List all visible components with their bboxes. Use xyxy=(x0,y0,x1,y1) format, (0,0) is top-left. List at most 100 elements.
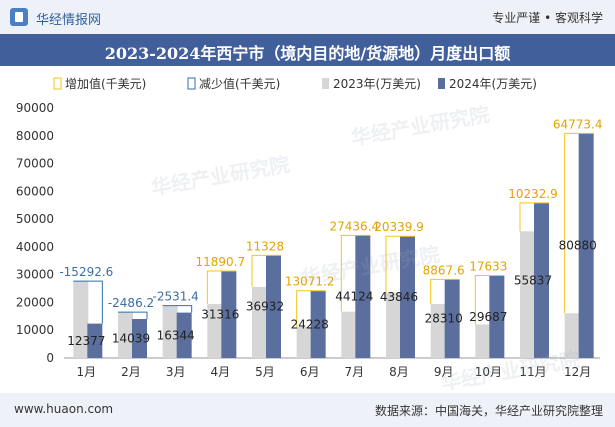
legend-swatch-increase xyxy=(53,77,62,90)
bar-2024 xyxy=(400,236,415,358)
value-label-2024: 14039 xyxy=(112,332,150,346)
change-label: -2486.2 xyxy=(108,296,154,310)
value-label-2024: 24228 xyxy=(291,317,329,331)
change-bracket xyxy=(118,311,148,320)
bar-2023 xyxy=(475,324,491,358)
change-bracket xyxy=(162,305,193,313)
value-label-2024: 28310 xyxy=(425,312,463,326)
bar-2024 xyxy=(489,275,505,358)
y-tick-label: 0 xyxy=(46,351,54,365)
bar-2023 xyxy=(73,281,89,358)
change-label: 11890.7 xyxy=(196,255,246,269)
change-label: 27436.4 xyxy=(330,219,380,233)
change-label: 17633 xyxy=(469,260,507,274)
y-tick-label: 50000 xyxy=(16,212,54,226)
change-bracket xyxy=(296,290,326,328)
x-tick-label: 11月 xyxy=(519,365,546,379)
bar-2023 xyxy=(520,231,535,358)
bar-2024 xyxy=(266,255,281,358)
bar-2023 xyxy=(162,305,178,358)
title-bar: 2023-2024年西宁市（境内目的地/货源地）月度出口额 xyxy=(0,34,615,66)
change-bracket xyxy=(385,235,415,293)
x-tick-label: 10月 xyxy=(475,365,502,379)
change-label: 13071.2 xyxy=(285,275,335,289)
value-label-2024: 16344 xyxy=(157,328,195,342)
change-label: -15292.6 xyxy=(59,265,113,279)
logo-icon xyxy=(10,8,28,26)
bar-2023 xyxy=(252,286,267,358)
x-tick-label: 2月 xyxy=(121,365,141,379)
value-label-2024: 36932 xyxy=(246,300,284,314)
value-label-2024: 12377 xyxy=(67,334,105,348)
header-bar: 华经情报网 专业严谨 • 客观科学 xyxy=(0,0,615,34)
change-label: 11328 xyxy=(246,239,284,253)
bar-2023 xyxy=(341,311,357,358)
x-tick-label: 4月 xyxy=(211,365,231,379)
value-label-2024: 31316 xyxy=(201,308,239,322)
change-bracket xyxy=(251,254,281,287)
y-tick-label: 60000 xyxy=(16,184,54,198)
legend-label: 2023年(万美元) xyxy=(333,77,421,91)
bar-2024 xyxy=(578,133,594,358)
bar-2023 xyxy=(564,313,580,358)
footer-url[interactable]: www.huaon.com xyxy=(14,402,114,416)
legend-label: 2024年(万美元) xyxy=(449,77,537,91)
change-bracket xyxy=(206,270,237,305)
chart: 增加值(千美元) 减少值(千美元) 2023年(万美元) 2024年(万美元) 0 100… xyxy=(16,76,603,379)
value-label-2024: 80880 xyxy=(559,239,597,253)
change-label: 20339.9 xyxy=(374,220,424,234)
x-tick-label: 6月 xyxy=(300,365,320,379)
bar-2024 xyxy=(87,323,103,358)
change-label: -2531.4 xyxy=(153,290,199,304)
y-tick-label: 20000 xyxy=(16,295,54,309)
bar-2024 xyxy=(221,271,237,358)
value-label-2024: 43846 xyxy=(380,290,418,304)
bar-2024 xyxy=(355,235,371,358)
x-tick-label: 1月 xyxy=(77,365,97,379)
change-label: 64773.4 xyxy=(553,117,603,131)
site-name: 华经情报网 xyxy=(36,13,102,28)
legend-swatch-decrease xyxy=(187,77,196,90)
footer-source: 数据来源：中国海关，华经产业研究院整理 xyxy=(374,404,603,418)
value-label-2024: 44124 xyxy=(335,290,373,304)
bar-2024 xyxy=(176,312,192,358)
y-tick-label: 90000 xyxy=(16,101,54,115)
y-tick-label: 40000 xyxy=(16,240,54,254)
change-bracket xyxy=(73,280,103,324)
bar-2024 xyxy=(534,202,549,358)
change-label: 8867.6 xyxy=(423,263,465,277)
y-tick-label: 70000 xyxy=(16,157,54,171)
y-tick-label: 30000 xyxy=(16,268,54,282)
bar-2023 xyxy=(296,327,312,358)
bar-2023 xyxy=(207,304,223,358)
change-bracket xyxy=(519,202,549,232)
bar-2023 xyxy=(386,292,401,358)
legend-label: 减少值(千美元) xyxy=(199,76,280,91)
bar-2023 xyxy=(118,312,133,358)
change-bracket xyxy=(430,278,460,304)
change-bracket xyxy=(474,275,505,325)
legend-swatch-2024 xyxy=(438,78,445,89)
change-bracket xyxy=(340,234,371,312)
change-bracket xyxy=(564,132,594,314)
x-tick-label: 12月 xyxy=(564,365,591,379)
value-label-2024: 29687 xyxy=(469,310,507,324)
tagline: 专业严谨 • 客观科学 xyxy=(492,11,603,25)
y-tick-label: 80000 xyxy=(16,129,54,143)
bar-2024 xyxy=(444,279,460,358)
legend-label: 增加值(千美元) xyxy=(65,76,146,91)
chart-title: 2023-2024年西宁市（境内目的地/货源地）月度出口额 xyxy=(104,44,511,63)
y-tick-label: 10000 xyxy=(16,323,54,337)
x-tick-label: 7月 xyxy=(345,365,365,379)
x-tick-label: 8月 xyxy=(389,365,409,379)
bar-2024 xyxy=(132,319,147,358)
x-tick-label: 5月 xyxy=(255,365,275,379)
x-tick-label: 3月 xyxy=(166,365,186,379)
change-label: 10232.9 xyxy=(508,187,558,201)
x-tick-label: 9月 xyxy=(434,365,454,379)
legend-swatch-2023 xyxy=(322,78,329,89)
footer-bar: www.huaon.com 数据来源：中国海关，华经产业研究院整理 xyxy=(0,393,615,427)
value-label-2024: 55837 xyxy=(514,273,552,287)
bar-2024 xyxy=(310,290,326,358)
bar-2023 xyxy=(430,303,446,358)
